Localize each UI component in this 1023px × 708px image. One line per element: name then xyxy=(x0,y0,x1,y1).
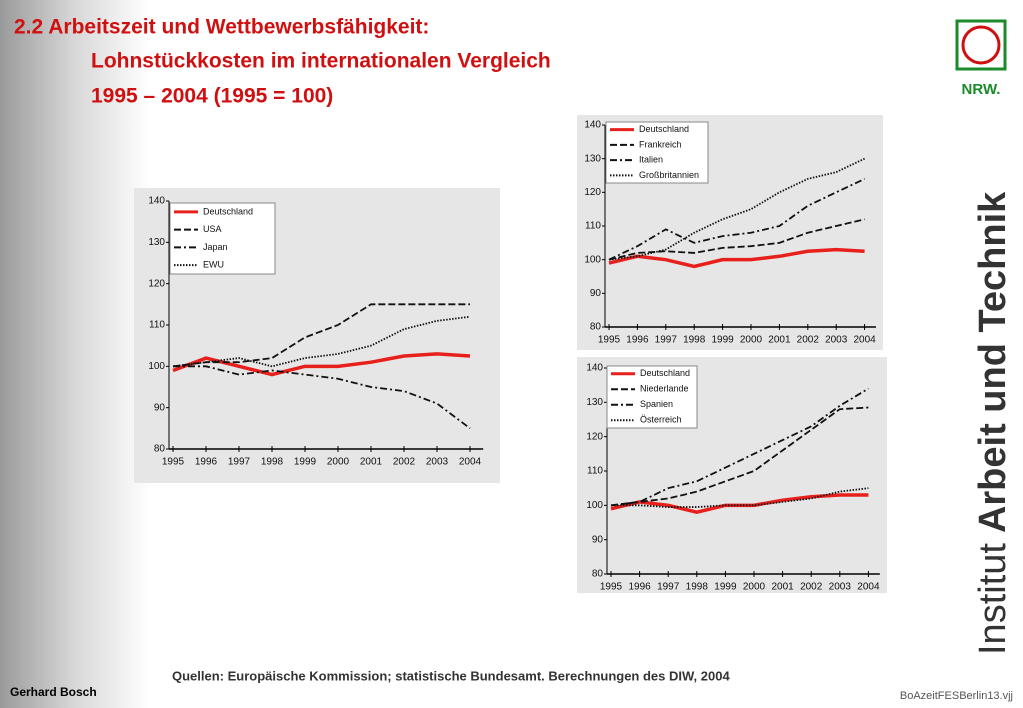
file-name: BoAzeitFESBerlin13.vjj xyxy=(900,690,1013,702)
x-tick-label: 1997 xyxy=(657,582,680,593)
x-tick-label: 1998 xyxy=(686,582,709,593)
x-tick-label: 1995 xyxy=(600,582,623,593)
series-line xyxy=(611,487,869,508)
series-line xyxy=(610,406,869,507)
y-tick-label: 100 xyxy=(148,361,165,372)
x-tick-label: 1999 xyxy=(711,335,734,346)
series-line xyxy=(172,352,471,377)
y-tick-label: 120 xyxy=(586,431,603,442)
x-tick-label: 2001 xyxy=(768,335,791,346)
x-tick-label: 1997 xyxy=(655,335,678,346)
y-tick-label: 110 xyxy=(149,320,165,331)
y-tick-label: 80 xyxy=(154,444,166,455)
y-tick-label: 130 xyxy=(148,237,165,248)
y-tick-label: 120 xyxy=(584,187,601,198)
series-line xyxy=(172,315,471,368)
x-tick-label: 1995 xyxy=(162,457,185,468)
x-tick-label: 1999 xyxy=(294,457,317,468)
title-line: 1995 – 2004 (1995 = 100) xyxy=(91,85,333,108)
legend-label: Deutschland xyxy=(203,206,253,216)
y-tick-label: 90 xyxy=(154,402,166,413)
x-tick-label: 2003 xyxy=(829,582,852,593)
x-tick-label: 2004 xyxy=(853,335,876,346)
y-tick-label: 110 xyxy=(587,466,603,477)
logo-circle xyxy=(961,25,1001,65)
series-line xyxy=(610,387,869,507)
x-tick-label: 2000 xyxy=(743,582,766,593)
title-line: Lohnstückkosten im internationalen Vergl… xyxy=(91,50,551,73)
y-tick-label: 80 xyxy=(590,322,602,333)
legend-label: Österreich xyxy=(640,415,682,425)
legend-label: Deutschland xyxy=(639,124,689,134)
logo-frame xyxy=(955,19,1007,71)
x-tick-label: 1996 xyxy=(626,335,649,346)
x-tick-label: 1996 xyxy=(195,457,218,468)
legend-label: Niederlande xyxy=(640,384,689,394)
x-tick-label: 1998 xyxy=(683,335,706,346)
legend-box xyxy=(606,365,698,429)
institute-label: Institut Arbeit und Technik xyxy=(972,191,1014,655)
legend-label: Spanien xyxy=(640,399,673,409)
source: Quellen: Europäische Kommission; statist… xyxy=(172,668,730,683)
series-line xyxy=(173,365,471,430)
author: Gerhard Bosch xyxy=(10,685,97,699)
x-tick-label: 1995 xyxy=(598,335,621,346)
y-tick-label: 80 xyxy=(592,569,604,580)
y-tick-label: 90 xyxy=(590,288,602,299)
x-tick-label: 2000 xyxy=(327,457,350,468)
legend-label: Deutschland xyxy=(640,368,690,378)
y-tick-label: 120 xyxy=(148,278,165,289)
legend-label: Japan xyxy=(203,242,228,252)
legend-label: Italien xyxy=(639,155,663,165)
x-tick-label: 2002 xyxy=(800,582,823,593)
series-line xyxy=(172,303,470,368)
legend-box xyxy=(605,121,709,184)
x-tick-label: 2003 xyxy=(825,335,848,346)
y-tick-label: 140 xyxy=(148,196,165,207)
logo-text: NRW. xyxy=(962,81,1001,98)
legend-box xyxy=(169,202,276,275)
x-tick-label: 1997 xyxy=(228,457,251,468)
series-line xyxy=(608,157,865,261)
y-tick-label: 90 xyxy=(592,534,604,545)
y-tick-label: 130 xyxy=(584,153,601,164)
y-tick-label: 130 xyxy=(586,397,603,408)
series-line xyxy=(608,178,865,261)
x-tick-label: 2001 xyxy=(360,457,383,468)
x-tick-label: 1996 xyxy=(628,582,651,593)
x-tick-label: 2000 xyxy=(740,335,763,346)
institute-name: Arbeit und Technik xyxy=(972,191,1014,533)
legend-label: EWU xyxy=(203,260,224,270)
x-tick-label: 2002 xyxy=(797,335,820,346)
x-tick-label: 2004 xyxy=(459,457,482,468)
legend-label: USA xyxy=(203,224,222,234)
institute: Institut xyxy=(972,543,1014,655)
title-line: 2.2 Arbeitszeit und Wettbewerbsfähigkeit… xyxy=(14,16,429,39)
series-line xyxy=(610,493,869,514)
legend-label: Frankreich xyxy=(639,139,682,149)
y-tick-label: 100 xyxy=(584,254,601,265)
series-line xyxy=(608,247,865,269)
x-tick-label: 1998 xyxy=(261,457,284,468)
x-tick-label: 2003 xyxy=(426,457,449,468)
y-tick-label: 110 xyxy=(585,221,601,232)
x-tick-label: 2001 xyxy=(771,582,794,593)
side-decoration xyxy=(0,0,150,708)
y-tick-label: 100 xyxy=(586,500,603,511)
x-tick-label: 2004 xyxy=(857,582,880,593)
y-tick-label: 140 xyxy=(586,363,603,374)
x-tick-label: 1999 xyxy=(714,582,737,593)
y-tick-label: 140 xyxy=(584,120,601,131)
legend-label: Großbritannien xyxy=(639,170,699,180)
x-tick-label: 2002 xyxy=(393,457,416,468)
